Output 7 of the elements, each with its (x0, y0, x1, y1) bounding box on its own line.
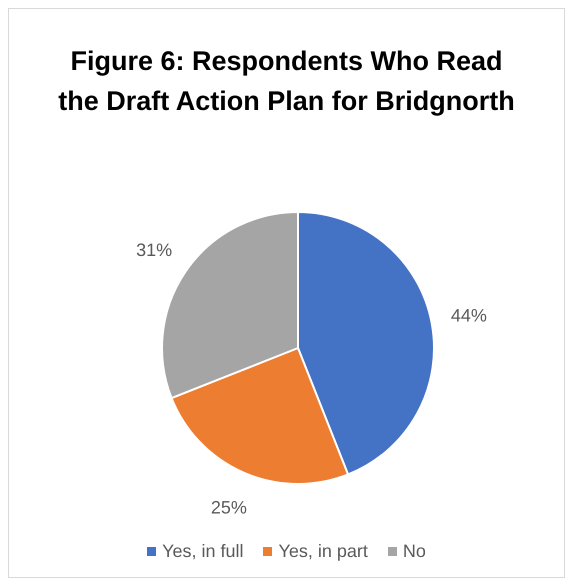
data-label: 25% (210, 498, 247, 518)
data-label: 31% (136, 240, 172, 260)
chart-title: Figure 6: Respondents Who Read the Draft Action Plan for Bridgnorth (57, 45, 516, 118)
data-label: 44% (450, 305, 487, 326)
legend-label: Yes, in part (278, 541, 368, 562)
legend-label: No (402, 541, 426, 562)
legend-label: Yes, in full (162, 541, 244, 562)
